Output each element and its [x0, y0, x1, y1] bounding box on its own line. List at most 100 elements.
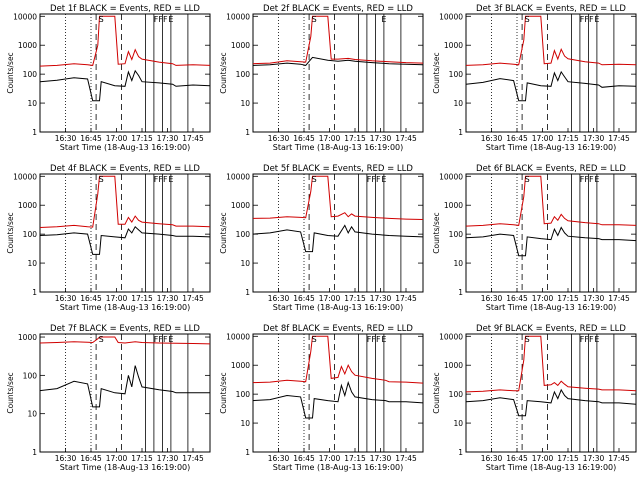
plot-frame	[39, 13, 211, 133]
x-tick-label: 16:45	[506, 134, 528, 143]
y-tick-label: 10	[27, 99, 37, 108]
x-axis-label: Start Time (18-Aug-13 16:19:00)	[486, 143, 617, 152]
x-tick-label: 16:30	[268, 454, 290, 463]
event-marker-label: E	[168, 335, 173, 344]
x-tick-label: 17:30	[583, 454, 605, 463]
x-tick-label: 17:15	[557, 294, 579, 303]
y-tick-label: 10000	[439, 172, 463, 181]
panel-title: Det 9f BLACK = Events, RED = LLD	[476, 324, 626, 334]
event-marker-label: S	[99, 175, 104, 184]
x-tick-label: 16:30	[55, 454, 77, 463]
x-tick-label: 17:00	[532, 454, 554, 463]
x-tick-label: 16:30	[55, 294, 77, 303]
x-tick-label: 17:45	[182, 134, 204, 143]
lld-series-line	[40, 336, 210, 345]
events-series-line	[466, 226, 636, 257]
lld-series-line	[466, 15, 636, 66]
x-tick-label: 17:30	[157, 134, 179, 143]
event-marker-label: E	[381, 15, 386, 24]
lld-series-line	[40, 175, 210, 228]
y-tick-label: 1000	[231, 201, 250, 210]
x-axis-label: Start Time (18-Aug-13 16:19:00)	[60, 463, 191, 472]
event-marker-label: FFF	[580, 175, 594, 184]
y-tick-label: 10	[453, 259, 463, 268]
y-tick-label: 1	[245, 128, 250, 137]
y-tick-label: 1000	[18, 201, 37, 210]
x-tick-label: 16:45	[80, 454, 102, 463]
x-axis-label: Start Time (18-Aug-13 16:19:00)	[486, 303, 617, 312]
y-axis-label: Counts/sec	[432, 52, 441, 93]
event-marker-label: S	[312, 175, 317, 184]
event-marker-label: S	[99, 15, 104, 24]
event-marker-label: S	[312, 15, 317, 24]
y-tick-label: 100	[23, 70, 38, 79]
y-axis-label: Counts/sec	[6, 212, 15, 253]
x-tick-label: 17:45	[395, 134, 417, 143]
y-tick-label: 10000	[13, 172, 37, 181]
event-marker-label: S	[525, 335, 530, 344]
plot-frame	[465, 13, 637, 133]
y-axis-label: Counts/sec	[6, 372, 15, 413]
event-marker-label: FFF	[580, 15, 594, 24]
panel-title: Det 1f BLACK = Events, RED = LLD	[50, 4, 200, 14]
y-tick-label: 100	[449, 390, 464, 399]
x-tick-label: 17:00	[532, 134, 554, 143]
y-tick-label: 10	[453, 99, 463, 108]
x-tick-label: 17:00	[106, 294, 128, 303]
y-axis-label: Counts/sec	[219, 372, 228, 413]
x-tick-label: 16:30	[268, 294, 290, 303]
plot-frame	[252, 173, 424, 293]
x-tick-label: 17:00	[319, 294, 341, 303]
events-series-line	[40, 226, 210, 255]
event-marker-label: S	[525, 175, 530, 184]
x-tick-label: 17:45	[608, 294, 630, 303]
panel-title: Det 6f BLACK = Events, RED = LLD	[476, 164, 626, 174]
x-tick-label: 17:45	[395, 294, 417, 303]
events-series-line	[466, 70, 636, 102]
y-tick-label: 1000	[231, 361, 250, 370]
plot-frame	[252, 13, 424, 133]
y-axis-label: Counts/sec	[219, 212, 228, 253]
panel-title: Det 7f BLACK = Events, RED = LLD	[50, 324, 200, 334]
x-tick-label: 16:30	[55, 134, 77, 143]
y-tick-label: 100	[449, 70, 464, 79]
events-series-line	[40, 365, 210, 408]
event-marker-label: FFF	[367, 175, 381, 184]
event-marker-label: S	[525, 15, 530, 24]
event-marker-label: FFF	[154, 15, 168, 24]
y-tick-label: 1	[32, 128, 37, 137]
x-tick-label: 17:30	[583, 294, 605, 303]
x-tick-label: 17:00	[319, 134, 341, 143]
y-tick-label: 1000	[444, 201, 463, 210]
x-axis-label: Start Time (18-Aug-13 16:19:00)	[60, 303, 191, 312]
x-tick-label: 16:30	[268, 134, 290, 143]
lld-series-line	[466, 175, 636, 227]
y-tick-label: 1000	[444, 361, 463, 370]
y-tick-label: 1	[458, 288, 463, 297]
x-axis-label: Start Time (18-Aug-13 16:19:00)	[273, 303, 404, 312]
x-tick-label: 17:30	[157, 454, 179, 463]
lld-series-line	[253, 15, 423, 65]
x-tick-label: 17:15	[131, 294, 153, 303]
lld-series-line	[253, 335, 423, 384]
x-tick-label: 17:30	[583, 134, 605, 143]
x-tick-label: 17:30	[370, 134, 392, 143]
y-tick-label: 100	[236, 390, 251, 399]
x-axis-label: Start Time (18-Aug-13 16:19:00)	[486, 463, 617, 472]
x-tick-label: 16:30	[481, 134, 503, 143]
y-axis-label: Counts/sec	[432, 372, 441, 413]
y-tick-label: 10000	[226, 332, 250, 341]
x-tick-label: 17:45	[608, 454, 630, 463]
event-marker-label: FFF	[367, 335, 381, 344]
plot-frame	[465, 173, 637, 293]
y-tick-label: 1000	[444, 41, 463, 50]
x-tick-label: 17:30	[157, 294, 179, 303]
event-marker-label: FFF	[580, 335, 594, 344]
x-tick-label: 16:45	[80, 294, 102, 303]
y-tick-label: 1	[458, 448, 463, 457]
